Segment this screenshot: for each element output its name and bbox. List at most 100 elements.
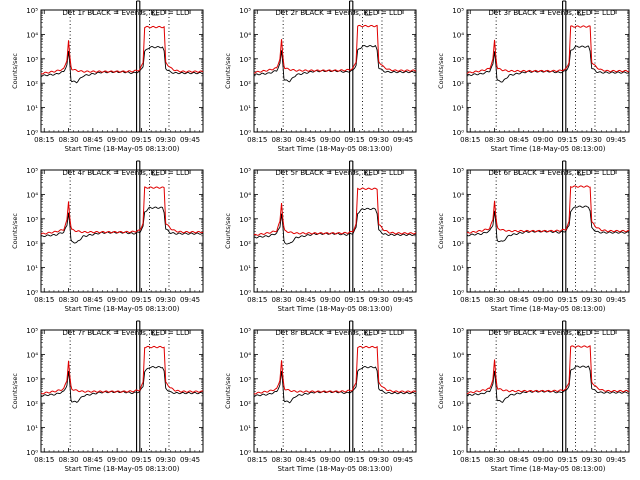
x-tick-label: 09:00 [533, 136, 553, 144]
y-tick-label: 10⁰ [26, 449, 38, 457]
events-series-line [466, 45, 630, 83]
x-tick-label: 08:15 [34, 296, 54, 304]
x-tick-label: 09:00 [107, 456, 127, 464]
y-axis-label: Counts/sec [437, 53, 445, 89]
x-tick-label: 09:00 [107, 296, 127, 304]
y-tick-label: 10⁰ [26, 289, 38, 297]
y-tick-label: 10⁰ [452, 289, 464, 297]
y-tick-label: 10¹ [26, 265, 38, 273]
x-axis-label: Start Time (18-May-05 08:13:00) [277, 305, 392, 313]
x-tick-label: 09:30 [156, 456, 176, 464]
bracket-mark [152, 331, 159, 336]
x-tick-label: 08:45 [296, 456, 316, 464]
x-tick-label: 09:45 [180, 296, 200, 304]
x-tick-label: 08:30 [58, 456, 78, 464]
x-axis-label: Start Time (18-May-05 08:13:00) [277, 145, 392, 153]
panel-title: Det 6r BLACK = Events, RED = LLD [488, 168, 616, 177]
panel-det-5: Det 5r BLACK = Events, RED = LLD 10⁰ 10¹ 10… [224, 160, 417, 313]
lld-series-line [40, 186, 204, 235]
y-axis-label: Counts/sec [224, 53, 232, 89]
x-tick-label: 09:15 [131, 456, 151, 464]
lld-series-line [253, 345, 417, 395]
x-tick-label: 09:00 [320, 456, 340, 464]
y-tick-label: 10⁴ [26, 31, 38, 39]
x-tick-label: 09:30 [156, 296, 176, 304]
x-tick-label: 09:00 [320, 296, 340, 304]
x-tick-label: 08:30 [58, 296, 78, 304]
y-tick-label: 10² [452, 80, 464, 88]
x-tick-label: 08:30 [484, 456, 504, 464]
y-tick-label: 10⁵ [26, 7, 38, 15]
y-tick-label: 10⁴ [452, 351, 464, 359]
y-axis-label: Counts/sec [11, 373, 19, 409]
x-tick-label: 08:45 [509, 136, 529, 144]
lld-series-line [40, 25, 204, 75]
panel-det-8: Det 8r BLACK = Events, RED = LLD 10⁰ 10¹ 10… [224, 320, 417, 473]
x-tick-label: 09:00 [533, 456, 553, 464]
x-tick-label: 08:30 [58, 136, 78, 144]
events-series-line [466, 365, 630, 403]
y-tick-label: 10⁰ [452, 129, 464, 137]
y-tick-label: 10⁴ [239, 31, 251, 39]
x-tick-label: 09:45 [180, 456, 200, 464]
y-tick-label: 10⁵ [239, 167, 251, 175]
bracket-mark [365, 171, 372, 176]
y-axis-label: Counts/sec [11, 53, 19, 89]
y-tick-label: 10⁵ [452, 167, 464, 175]
y-tick-label: 10² [239, 80, 251, 88]
x-tick-label: 09:15 [344, 456, 364, 464]
y-tick-label: 10² [452, 400, 464, 408]
y-tick-label: 10¹ [239, 265, 251, 273]
y-axis-label: Counts/sec [11, 213, 19, 249]
y-tick-label: 10² [452, 240, 464, 248]
panel-title: Det 9r BLACK = Events, RED = LLD [488, 328, 616, 337]
y-tick-label: 10⁵ [239, 327, 251, 335]
x-tick-label: 09:30 [369, 136, 389, 144]
x-tick-label: 09:15 [557, 136, 577, 144]
y-tick-label: 10¹ [452, 265, 464, 273]
bracket-mark [578, 331, 585, 336]
y-tick-label: 10¹ [26, 425, 38, 433]
y-tick-label: 10⁴ [452, 31, 464, 39]
panel-det-3: Det 3r BLACK = Events, RED = LLD 10⁰ 10¹ 10… [437, 0, 630, 153]
y-tick-label: 10¹ [239, 105, 251, 113]
x-tick-label: 08:30 [271, 296, 291, 304]
y-axis-label: Counts/sec [224, 373, 232, 409]
y-tick-label: 10³ [239, 56, 251, 64]
y-tick-label: 10⁵ [452, 327, 464, 335]
y-tick-label: 10³ [452, 56, 464, 64]
events-series-line [253, 45, 417, 83]
x-axis-label: Start Time (18-May-05 08:13:00) [64, 145, 179, 153]
y-tick-label: 10² [26, 400, 38, 408]
panel-det-7: Det 7r BLACK = Events, RED = LLD 10⁰ 10¹ 10… [11, 320, 204, 473]
y-tick-label: 10⁰ [239, 289, 251, 297]
x-tick-label: 09:30 [582, 296, 602, 304]
x-tick-label: 08:30 [484, 296, 504, 304]
x-tick-label: 09:45 [393, 456, 413, 464]
lld-series-line [466, 185, 630, 234]
y-tick-label: 10¹ [26, 105, 38, 113]
panel-title: Det 2r BLACK = Events, RED = LLD [275, 8, 403, 17]
x-tick-label: 08:15 [460, 296, 480, 304]
x-tick-label: 08:30 [484, 136, 504, 144]
x-tick-label: 08:15 [34, 136, 54, 144]
y-axis-label: Counts/sec [224, 213, 232, 249]
x-tick-label: 09:30 [369, 456, 389, 464]
panel-title: Det 7r BLACK = Events, RED = LLD [62, 328, 190, 337]
bracket-mark [152, 171, 159, 176]
y-tick-label: 10⁴ [26, 351, 38, 359]
bracket-mark [578, 171, 585, 176]
y-tick-label: 10⁵ [26, 327, 38, 335]
y-tick-label: 10⁰ [239, 449, 251, 457]
y-tick-label: 10³ [239, 376, 251, 384]
x-axis-label: Start Time (18-May-05 08:13:00) [490, 305, 605, 313]
panel-det-1: Det 1r BLACK = Events, RED = LLD 10⁰ 10¹ 10… [11, 0, 204, 153]
x-tick-label: 09:15 [344, 136, 364, 144]
y-axis-label: Counts/sec [437, 373, 445, 409]
y-tick-label: 10⁰ [26, 129, 38, 137]
panel-det-2: Det 2r BLACK = Events, RED = LLD 10⁰ 10¹ 10… [224, 0, 417, 153]
x-axis-label: Start Time (18-May-05 08:13:00) [490, 465, 605, 473]
x-tick-label: 08:15 [460, 456, 480, 464]
y-tick-label: 10³ [452, 216, 464, 224]
